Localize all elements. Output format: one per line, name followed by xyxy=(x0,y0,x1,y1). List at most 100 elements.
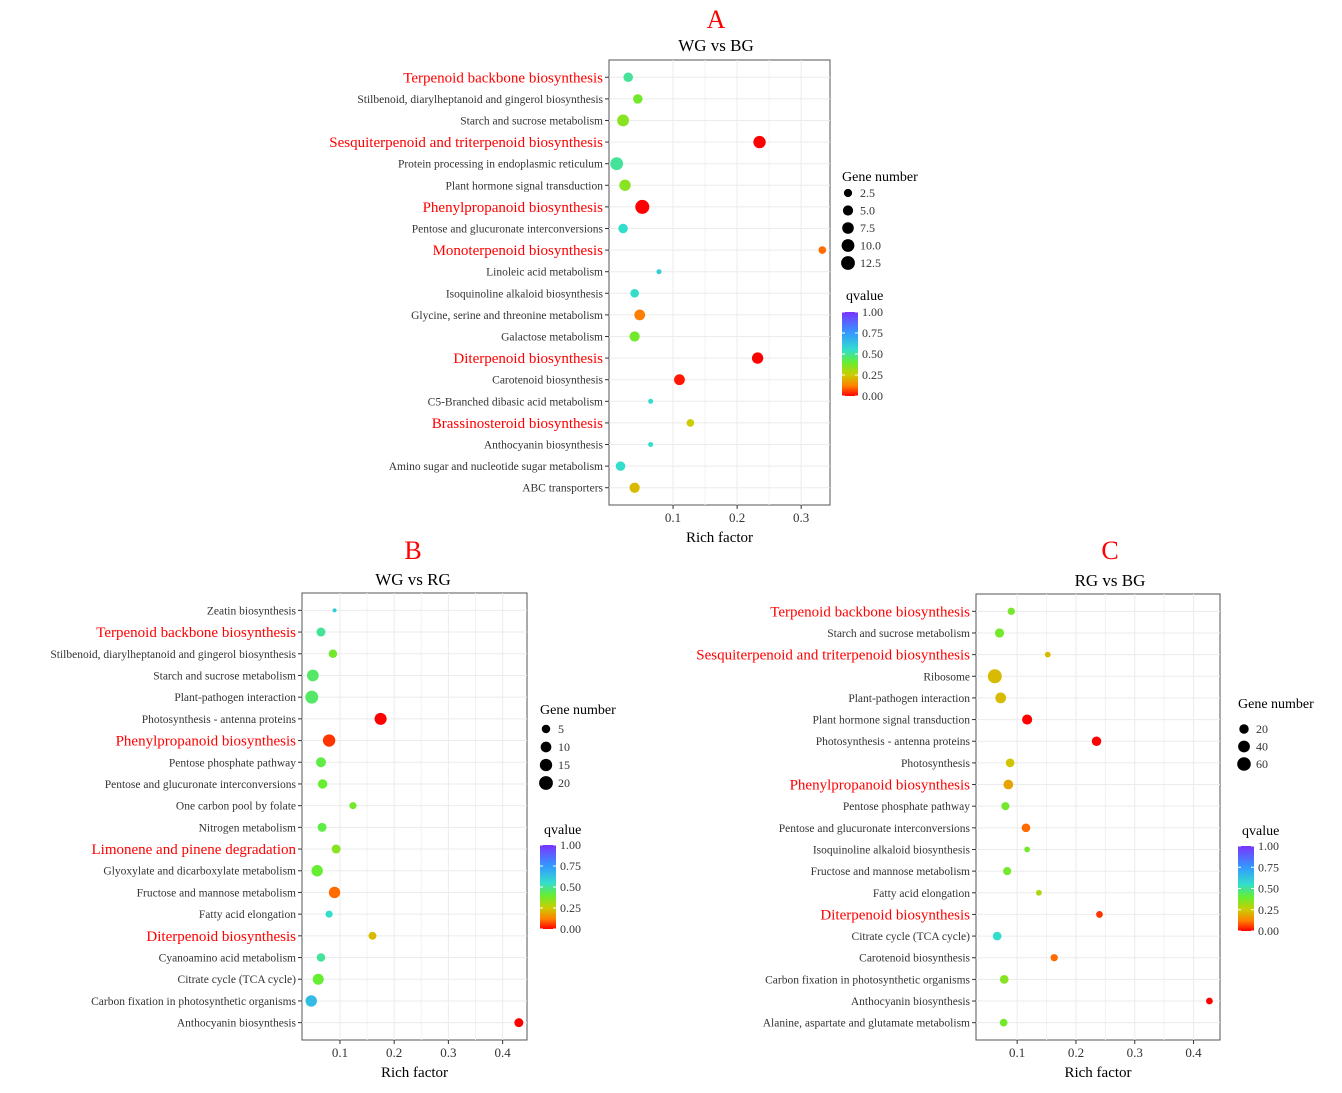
data-point xyxy=(1007,607,1015,615)
data-point xyxy=(1021,823,1031,833)
data-point xyxy=(306,669,319,682)
colorbar-tick-label: 0.25 xyxy=(862,368,883,382)
chart-title: WG vs RG xyxy=(375,570,451,589)
pathway-label: Fructose and mannose metabolism xyxy=(811,866,970,878)
pathway-label: Anthocyanin biosynthesis xyxy=(484,440,604,452)
data-point xyxy=(328,649,338,658)
data-point xyxy=(316,627,326,637)
pathway-label: Nitrogen metabolism xyxy=(199,822,296,834)
chart-a-wg-vs-bg: A WG vs BG Terpenoid backbone biosynthesis… xyxy=(329,5,918,546)
size-legend-label: 2.5 xyxy=(860,186,875,200)
data-point xyxy=(368,931,377,940)
size-legend-label: 15 xyxy=(558,758,570,772)
size-legend-label: 60 xyxy=(1256,757,1268,771)
x-tick-label: 0.3 xyxy=(1127,1045,1143,1060)
x-tick-label: 0.2 xyxy=(386,1045,402,1060)
x-axis-label: Rich factor xyxy=(686,530,753,546)
data-point xyxy=(331,844,341,854)
plot-panel xyxy=(975,593,1221,1041)
pathway-label: Glycine, serine and threonine metabolism xyxy=(411,310,603,322)
pathway-label: Plant hormone signal transduction xyxy=(446,180,604,192)
data-point xyxy=(623,72,633,83)
pathway-label: Fatty acid elongation xyxy=(199,909,296,921)
size-legend-dot xyxy=(1239,724,1249,734)
data-point xyxy=(617,114,630,127)
pathway-label-highlight: Terpenoid backbone biosynthesis xyxy=(96,625,296,641)
size-legend-title: Gene number xyxy=(540,703,616,718)
size-legend-dot xyxy=(843,188,853,198)
colorbar-tick-label: 0.50 xyxy=(560,880,581,894)
data-point xyxy=(305,995,317,1007)
pathway-label: Photosynthesis - antenna proteins xyxy=(816,736,971,748)
data-point xyxy=(328,886,341,899)
size-legend-label: 40 xyxy=(1256,740,1268,754)
size-legend-label: 10 xyxy=(558,740,570,754)
pathway-label-highlight: Monoterpenoid biosynthesis xyxy=(433,243,604,259)
data-point xyxy=(648,398,654,404)
pathway-label: Starch and sucrose metabolism xyxy=(460,115,603,127)
data-point xyxy=(317,779,328,789)
pathway-label-highlight: Phenylpropanoid biosynthesis xyxy=(116,734,297,750)
pathway-label: Citrate cycle (TCA cycle) xyxy=(178,974,297,986)
data-point xyxy=(374,712,387,725)
pathway-label: Stilbenoid, diarylheptanoid and gingerol… xyxy=(357,94,603,106)
pathway-label: ABC transporters xyxy=(522,483,603,495)
pathway-label: Amino sugar and nucleotide sugar metabol… xyxy=(389,461,603,473)
x-tick-label: 0.2 xyxy=(729,510,745,525)
data-point xyxy=(633,94,643,104)
colorbar-tick-label: 0.00 xyxy=(1258,924,1279,938)
size-legend-dot xyxy=(841,256,855,270)
data-point xyxy=(1022,714,1033,725)
panel-letter: A xyxy=(707,5,726,34)
colorbar-tick-label: 0.50 xyxy=(1258,882,1279,896)
colorbar-tick-label: 0.75 xyxy=(560,859,581,873)
data-point xyxy=(1005,758,1015,768)
data-point xyxy=(316,953,326,962)
data-point xyxy=(1044,651,1051,658)
qvalue-colorbar xyxy=(540,845,556,929)
pathway-label: Isoquinoline alkaloid biosynthesis xyxy=(446,288,604,300)
data-point xyxy=(999,1018,1008,1027)
pathway-label: Plant-pathogen interaction xyxy=(848,693,970,705)
colorbar-tick-label: 0.75 xyxy=(862,326,883,340)
data-point xyxy=(656,269,662,275)
chart-b-wg-vs-rg: B WG vs RG Zeatin biosynthesis Terpenoid ba… xyxy=(50,536,616,1081)
size-legend-dot xyxy=(1238,740,1250,753)
size-legend-title: Gene number xyxy=(842,170,918,185)
data-point xyxy=(1206,997,1213,1005)
colorbar-tick-label: 1.00 xyxy=(1258,839,1279,853)
plot-panel xyxy=(608,59,831,506)
pathway-label: Linoleic acid metabolism xyxy=(486,267,603,279)
x-tick-label: 0.3 xyxy=(793,510,809,525)
data-point xyxy=(629,331,640,342)
pathway-label: Citrate cycle (TCA cycle) xyxy=(852,931,971,943)
pathway-label-highlight: Terpenoid backbone biosynthesis xyxy=(770,604,970,620)
pathway-label-highlight: Phenylpropanoid biosynthesis xyxy=(423,200,604,216)
size-legend-label: 12.5 xyxy=(860,256,881,270)
data-point xyxy=(995,692,1007,704)
colorbar-tick-label: 0.25 xyxy=(560,901,581,915)
pathway-label: Isoquinoline alkaloid biosynthesis xyxy=(813,844,971,856)
data-point xyxy=(1096,911,1103,918)
x-axis-label: Rich factor xyxy=(381,1065,448,1081)
data-point xyxy=(634,309,646,321)
pathway-label: Pentose and glucuronate interconversions xyxy=(779,823,971,835)
data-point xyxy=(322,734,336,747)
pathway-label: Cyanoamino acid metabolism xyxy=(159,953,296,965)
size-legend-dot xyxy=(539,776,553,790)
data-point xyxy=(305,690,319,704)
qvalue-colorbar xyxy=(1238,846,1254,931)
data-point xyxy=(325,910,333,918)
chart-c-rg-vs-bg: C RG vs BG Terpenoid backbone biosynthesis… xyxy=(696,536,1314,1081)
pathway-label-highlight: Brassinosteroid biosynthesis xyxy=(432,416,603,432)
pathway-label: Pentose phosphate pathway xyxy=(843,801,970,813)
data-point xyxy=(349,802,357,810)
data-point xyxy=(751,352,764,364)
data-point xyxy=(1024,846,1031,853)
data-point xyxy=(1050,954,1058,962)
data-point xyxy=(1091,736,1102,746)
colorbar-tick-label: 0.50 xyxy=(862,347,883,361)
pathway-label-highlight: Diterpenoid biosynthesis xyxy=(453,351,603,367)
data-point xyxy=(332,608,337,613)
pathway-label: Fatty acid elongation xyxy=(873,888,970,900)
